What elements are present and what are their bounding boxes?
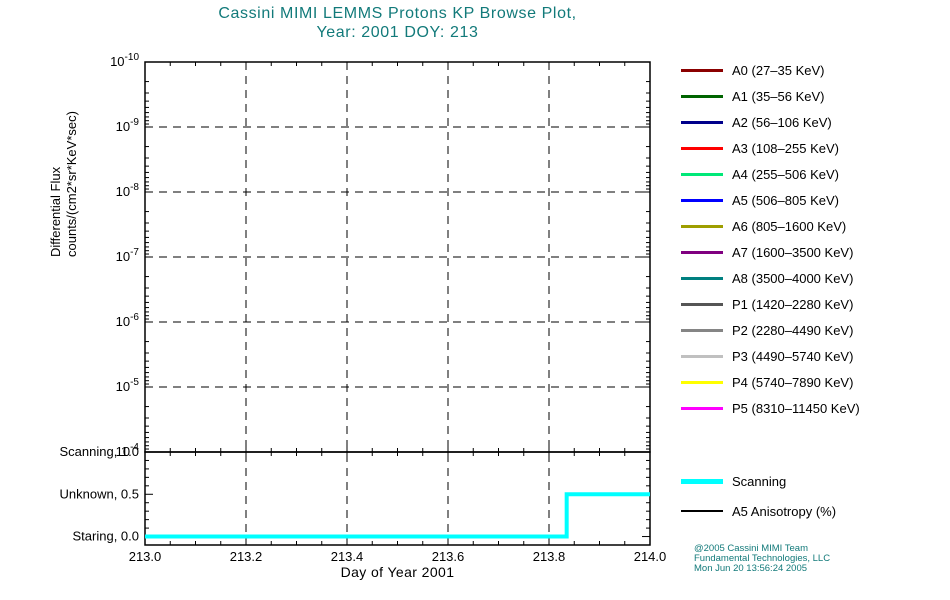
legend-color-line-icon (681, 302, 723, 306)
legend-item: A0 (27–35 KeV) (681, 57, 860, 83)
legend-item: A6 (805–1600 KeV) (681, 213, 860, 239)
legend-item: A4 (255–506 KeV) (681, 161, 860, 187)
legend-color-line-icon (681, 478, 723, 484)
legend-color-line-icon (681, 120, 723, 124)
legend-label: Scanning (732, 473, 787, 489)
legend-color-line-icon (681, 354, 723, 358)
mode-tick-label: Unknown, 0.5 (60, 486, 140, 501)
legend-item: P5 (8310–11450 KeV) (681, 395, 860, 421)
legend-label: A5 Anisotropy (%) (732, 503, 837, 519)
plot-title-line2: Year: 2001 DOY: 213 (316, 24, 479, 41)
legend-label: A1 (35–56 KeV) (732, 88, 825, 104)
legend-label: P2 (2280–4490 KeV) (732, 322, 854, 338)
legend-item: P3 (4490–5740 KeV) (681, 343, 860, 369)
copyright-line1: @2005 Cassini MIMI Team (694, 543, 809, 554)
legend-item: Scanning (681, 466, 836, 496)
x-tick-label: 214.0 (634, 549, 667, 564)
legend-label: A4 (255–506 KeV) (732, 166, 839, 182)
legend-color-line-icon (681, 406, 723, 410)
legend-label: P3 (4490–5740 KeV) (732, 348, 854, 364)
flux-tick-label: 10-9 (116, 117, 140, 134)
x-tick-label: 213.6 (432, 549, 465, 564)
legend-color-line-icon (681, 146, 723, 150)
x-tick-label: 213.8 (533, 549, 566, 564)
scanning-mode-line (145, 492, 650, 539)
legend-color-line-icon (681, 510, 723, 512)
flux-tick-label: 10-6 (116, 312, 140, 329)
legend-item: P4 (5740–7890 KeV) (681, 369, 860, 395)
legend-label: P4 (5740–7890 KeV) (732, 374, 854, 390)
axis-ticks (144, 61, 651, 545)
flux-tick-label: 10-7 (116, 247, 140, 264)
legend-color-line-icon (681, 380, 723, 384)
x-tick-label: 213.0 (129, 549, 162, 564)
x-tick-label: 213.4 (331, 549, 364, 564)
legend-label: A3 (108–255 KeV) (732, 140, 839, 156)
legend-color-line-icon (681, 276, 723, 280)
x-tick-label: 213.2 (230, 549, 263, 564)
legend-color-line-icon (681, 172, 723, 176)
x-axis-title: Day of Year 2001 (340, 564, 455, 580)
legend-color-line-icon (681, 224, 723, 228)
panel-borders (144, 61, 651, 546)
copyright-line3: Mon Jun 20 13:56:24 2005 (694, 563, 808, 574)
legend-label: P1 (1420–2280 KeV) (732, 296, 854, 312)
legend-item: A1 (35–56 KeV) (681, 83, 860, 109)
legend-item: P1 (1420–2280 KeV) (681, 291, 860, 317)
flux-tick-label: 10-10 (110, 52, 139, 69)
plot-title-line1: Cassini MIMI LEMMS Protons KP Browse Plo… (218, 5, 577, 22)
copyright-line2: Fundamental Technologies, LLC (694, 553, 831, 564)
gridlines (145, 62, 650, 545)
mode-tick-label: Staring, 0.0 (73, 529, 140, 544)
legend-label: A6 (805–1600 KeV) (732, 218, 847, 234)
flux-tick-label: 10-5 (116, 377, 140, 394)
legend-label: A2 (56–106 KeV) (732, 114, 832, 130)
legend-label: A0 (27–35 KeV) (732, 62, 825, 78)
legend-color-line-icon (681, 198, 723, 202)
flux-tick-label: 10-8 (116, 182, 140, 199)
mode-panel-border (144, 451, 651, 546)
legend-label: P5 (8310–11450 KeV) (732, 400, 860, 416)
legend-item: A5 Anisotropy (%) (681, 496, 836, 526)
plot-title: Cassini MIMI LEMMS Protons KP Browse Plo… (145, 4, 650, 42)
copyright-annotation: @2005 Cassini MIMI Team Fundamental Tech… (694, 544, 830, 574)
legend-item: P2 (2280–4490 KeV) (681, 317, 860, 343)
mode-legend: Scanning A5 Anisotropy (%) (681, 466, 836, 526)
legend-color-line-icon (681, 250, 723, 254)
tick-labels: 213.0 213.2 213.4 213.6 213.8 214.0 10-10 10-9 1… (59, 52, 666, 564)
legend-label: A7 (1600–3500 KeV) (732, 244, 854, 260)
legend-item: A3 (108–255 KeV) (681, 135, 860, 161)
legend-color-line-icon (681, 328, 723, 332)
energy-channel-legend: A0 (27–35 KeV) A1 (35–56 KeV) A2 (56–106 K… (681, 57, 860, 421)
legend-color-line-icon (681, 68, 723, 72)
data-series (145, 492, 650, 539)
flux-tick-label: 10-4 (116, 442, 140, 459)
legend-item: A7 (1600–3500 KeV) (681, 239, 860, 265)
legend-label: A5 (506–805 KeV) (732, 192, 839, 208)
legend-item: A2 (56–106 KeV) (681, 109, 860, 135)
mode-tick-label: Scanning, 1.0 (59, 444, 139, 459)
legend-item: A5 (506–805 KeV) (681, 187, 860, 213)
legend-label: A8 (3500–4000 KeV) (732, 270, 854, 286)
legend-color-line-icon (681, 94, 723, 98)
legend-item: A8 (3500–4000 KeV) (681, 265, 860, 291)
